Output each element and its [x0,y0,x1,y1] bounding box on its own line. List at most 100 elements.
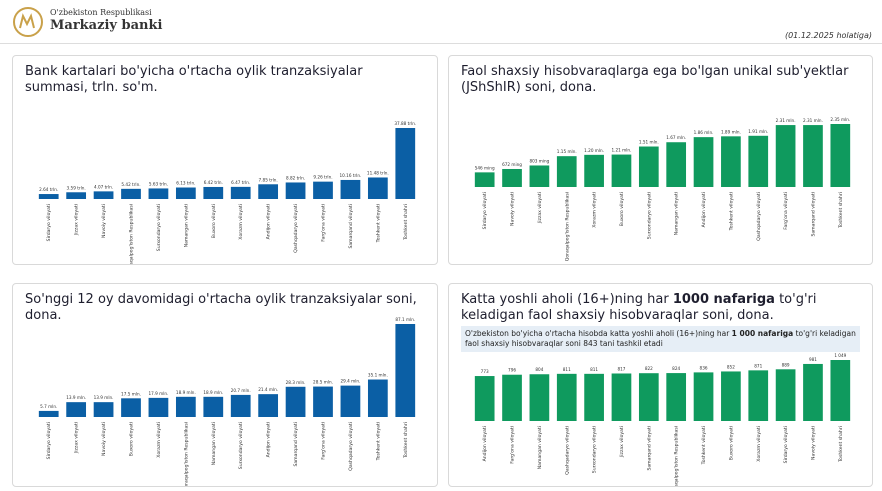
value-label: 852 [727,364,735,369]
category-label: Sirdaryo viloyati [46,204,52,241]
value-label: 10.16 trln. [340,173,362,178]
chart: 773 Andijon viloyati 796 Farg'ona viloyati 8… [474,353,851,486]
bar [666,142,687,187]
bar [666,373,687,421]
value-label: 5.42 trln. [121,182,140,187]
category-label: Namangan viloyati [674,192,680,235]
org-line2: Markaziy banki [50,18,163,33]
category-label: Qoraqalpog'iston Respublikasi [183,422,189,486]
value-label: 6.42 trln. [204,180,223,185]
value-label: 1.89 mln. [721,129,741,134]
date: (01.12.2025 holatiga) [784,31,872,40]
chart: 2.64 trln. Sirdaryo viloyati 3.59 trln. Jiz… [38,121,416,264]
value-label: 822 [645,366,653,371]
bar [748,135,769,187]
category-label: Buxoro viloyati [619,192,625,226]
value-label: 20.7 mln. [231,388,251,393]
category-label: Sirdaryo viloyati [783,426,789,463]
category-label: Toshkent shahri [403,422,409,459]
chart-note-part: 1 000 nafariga [731,329,794,338]
bar [367,379,388,417]
category-label: Buxoro viloyati [211,204,217,238]
value-label: 29.4 mln. [340,379,360,384]
bar [721,136,741,187]
category-label: Samarqand viloyati [348,204,354,249]
bar [93,191,114,199]
bar [830,124,851,187]
bar [775,369,796,421]
value-label: 4.07 trln. [94,184,113,189]
bar [340,179,361,199]
bar [830,360,851,421]
value-label: 546 ming [475,165,495,170]
value-label: 811 [590,367,598,372]
value-label: 889 [782,362,790,367]
bar [584,154,604,187]
category-label: Namangan viloyati [183,204,189,247]
category-label: Namangan viloyati [211,422,217,465]
category-label: Qoraqalpog'iston Respublikasi [564,192,570,261]
bar [395,324,416,417]
value-label: 2.31 mln. [776,118,796,123]
chart-card: 5.7 mln. Sirdaryo viloyati 13.9 mln. Jizzax… [12,283,438,487]
category-label: Qashqadaryo viloyati [756,192,762,241]
value-label: 1.20 mln. [584,148,604,153]
category-label: Toshkent shahri [403,204,409,241]
bar [258,394,279,417]
value-label: 5.63 trln. [149,181,168,186]
category-label: Navoiy viloyati [101,204,107,238]
category-label: Toshkent shahri [838,192,844,229]
bar [93,402,114,417]
bar [258,184,279,199]
category-label: Xorazm viloyati [756,426,762,462]
chart-title: Bank kartalari bo'yicha o'rtacha oylik t… [25,64,363,95]
value-label: 21.4 mln. [258,387,278,392]
bar [775,125,796,187]
category-label: Surxondaryo viloyati [156,204,162,251]
category-label: Toshkent viloyati [375,422,381,461]
value-label: 13.9 mln. [94,395,114,400]
bar [313,386,333,417]
value-label: 5.7 mln. [40,404,57,409]
category-label: Xorazm viloyati [592,192,598,228]
value-label: 18.9 mln. [176,390,196,395]
org-line1: O'zbekiston Respublikasi [50,8,152,17]
value-label: 804 [535,367,543,372]
value-label: 2.35 mln. [830,117,850,122]
bar [340,385,361,417]
category-label: Buxoro viloyati [728,426,734,460]
bar [611,154,632,187]
bar [285,386,306,417]
bar [803,125,823,187]
bar [395,128,416,199]
bar [121,188,141,199]
bar [285,182,306,199]
chart-title: Katta yoshli aholi (16+)ning har 1000 na… [461,292,860,324]
category-label: Farg'ona viloyati [321,422,327,460]
bar [474,376,495,421]
bar [638,146,659,187]
chart-card: 2.64 trln. Sirdaryo viloyati 3.59 trln. Jiz… [12,55,438,265]
chart-card: 546 ming Sirdaryo viloyati 672 ming Navoiy … [448,55,873,265]
category-label: Navoiy viloyati [810,426,816,460]
value-label: 803 ming [529,158,549,163]
chart-note: O'zbekiston bo'yicha o'rtacha hisobda ka… [461,326,860,352]
category-label: Qoraqalpog'iston Respublikasi [674,426,680,486]
value-label: 8.82 trln. [286,175,305,180]
bar [529,165,550,187]
value-label: 836 [700,365,708,370]
category-label: Andijon viloyati [266,204,272,239]
value-label: 3.59 trln. [67,185,86,190]
category-label: Samarqand viloyati [810,192,816,237]
category-label: Qoraqalpog'iston Respublikasi [129,204,135,264]
category-label: Jizzax viloyati [619,426,625,458]
bar [148,397,169,417]
value-label: 1.86 mln. [694,130,714,135]
category-label: Andijon viloyati [701,192,707,227]
value-label: 1.91 mln. [748,129,768,134]
value-label: 796 [508,368,516,373]
category-label: Qashqadaryo viloyati [348,422,354,471]
chart-note-part: O'zbekiston bo'yicha o'rtacha hisobda ka… [465,329,732,338]
value-label: 7.85 trln. [259,177,278,182]
value-label: 6.47 trln. [231,180,250,185]
